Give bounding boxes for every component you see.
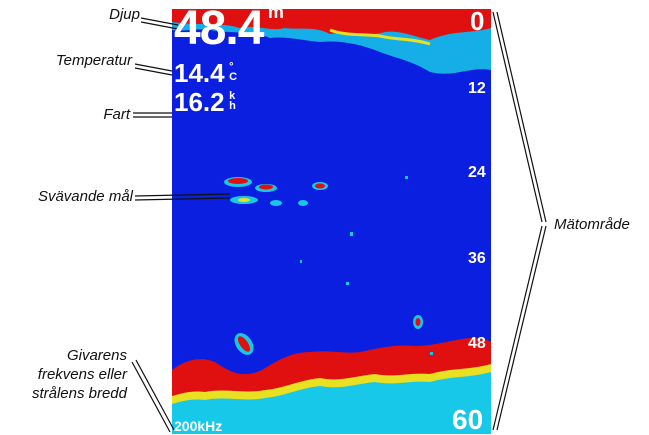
leader-depth: [140, 17, 179, 26]
fish-arch: [259, 184, 273, 190]
fish-arch: [237, 336, 251, 352]
bracket-top: [496, 11, 547, 223]
scale-tick: 12: [468, 80, 486, 97]
speed-readout: 16.2 k h: [174, 88, 236, 116]
leader-depth: [140, 21, 179, 30]
fish-arch: [238, 198, 250, 202]
leader-frequency: [135, 359, 175, 431]
surface-clutter-yellow: [329, 28, 431, 46]
leader-lines: [131, 11, 547, 433]
degree-symbol: °: [229, 61, 234, 73]
temperature-value: 14.4: [174, 58, 225, 88]
fish-arch: [415, 318, 421, 326]
fish-arch: [298, 200, 308, 206]
scale-top: 0: [470, 6, 485, 36]
callout-range: Mätområde: [554, 216, 630, 233]
speed-unit: k h: [229, 90, 236, 112]
scale-tick: 48: [468, 335, 486, 352]
bracket-bottom: [496, 225, 547, 431]
bracket-top: [492, 11, 543, 223]
leader-targets: [134, 197, 231, 201]
leader-frequency: [131, 361, 171, 433]
temperature-readout: 14.4 ° C: [174, 59, 237, 87]
callout-transducer-line-3: strålens bredd: [31, 385, 127, 402]
scale-tick: 36: [468, 250, 486, 267]
surface-clutter-red: [172, 9, 491, 40]
fish-arch: [315, 183, 325, 189]
fish-arch: [228, 178, 248, 184]
suspended-targets: [224, 176, 433, 355]
scale-bottom: 60: [452, 404, 484, 435]
callout-transducer-line-1: Givarens: [66, 347, 127, 364]
temperature-unit: ° C: [229, 61, 238, 83]
leader-targets: [134, 193, 231, 197]
leader-temperature: [134, 63, 173, 72]
depth-readout: 48.4 m: [174, 2, 284, 53]
depth-value: 48.4: [174, 2, 264, 55]
speed-unit-top: k: [229, 90, 236, 102]
leader-temperature: [134, 67, 173, 76]
noise-speck: [346, 282, 349, 285]
depth-unit: m: [267, 2, 284, 22]
callout-temperature: Temperatur: [55, 52, 132, 69]
speed-unit-bottom: h: [229, 100, 236, 112]
callout-speed: Fart: [103, 106, 130, 123]
bracket-bottom: [492, 225, 543, 431]
fish-arch: [270, 200, 282, 206]
scale-tick: 24: [468, 164, 486, 181]
noise-speck: [430, 352, 433, 355]
bottom-red-layer: [172, 338, 491, 396]
noise-speck: [300, 260, 302, 263]
callout-transducer-frequency: Givarens frekvens eller strålens bredd: [0, 346, 127, 403]
frequency-readout: 200kHz: [174, 418, 223, 434]
celsius-symbol: C: [229, 71, 238, 83]
noise-speck: [350, 232, 353, 236]
callout-transducer-line-2: frekvens eller: [37, 366, 127, 383]
speed-value: 16.2: [174, 87, 225, 117]
callout-suspended-targets: Svävande mål: [37, 188, 133, 205]
noise-speck: [405, 176, 408, 179]
callout-depth: Djup: [109, 6, 140, 23]
